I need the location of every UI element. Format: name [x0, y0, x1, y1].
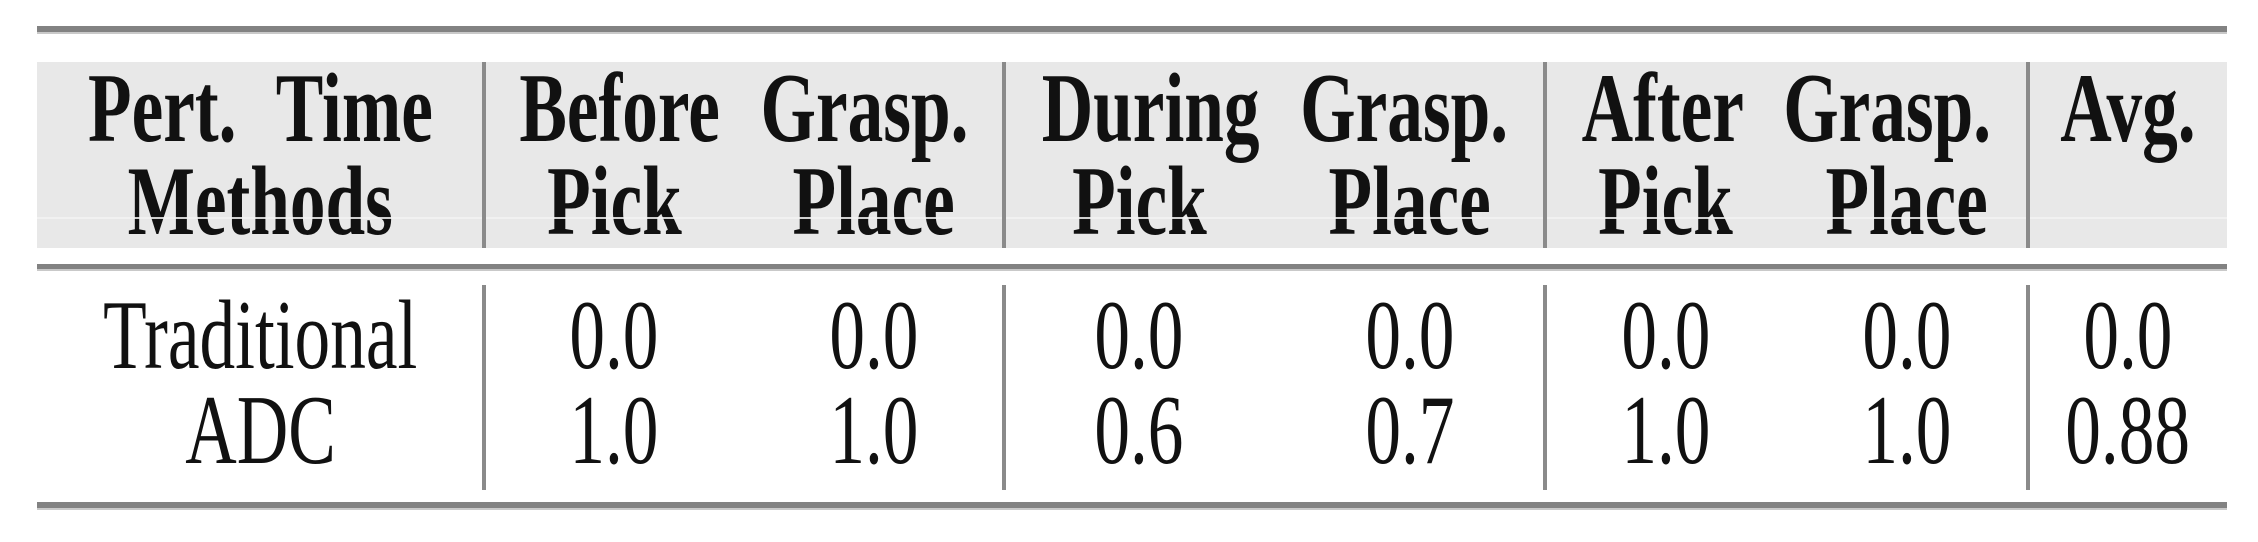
subheader-during-place-label: Place — [1328, 147, 1491, 256]
table-mid-rule — [37, 264, 2227, 271]
column-divider — [2026, 62, 2030, 248]
value-label: 1.0 — [1620, 376, 1711, 485]
value-cell: 0.0 — [1274, 281, 1545, 390]
header-avg-label: Avg. — [2059, 54, 2196, 163]
column-divider — [1543, 62, 1547, 248]
subheader-before-place-label: Place — [792, 147, 956, 256]
subheader-during-pick-label: Pick — [1071, 147, 1207, 256]
subheader-before-pick-label: Pick — [546, 147, 682, 256]
table-top-rule — [37, 26, 2227, 34]
value-cell: 0.6 — [1004, 376, 1274, 485]
header-avg: Avg. — [2028, 54, 2227, 163]
method-cell-traditional: Traditional — [37, 281, 484, 390]
value-cell: 0.0 — [1545, 281, 1786, 390]
group-header-after-grasp: After Grasp. — [1545, 54, 2028, 163]
value-label: 0.0 — [569, 281, 659, 390]
subheader-after-pick: Pick — [1545, 147, 1786, 256]
value-label: 0.0 — [1364, 281, 1455, 390]
group-header-before-grasp-label: Before Grasp. — [519, 54, 969, 163]
subheader-before-place: Place — [744, 147, 1004, 256]
group-header-during-grasp: During Grasp. — [1004, 54, 1545, 163]
value-cell: 1.0 — [744, 376, 1004, 485]
corner-header-methods: Methods — [37, 147, 484, 256]
subheader-after-place-label: Place — [1825, 147, 1989, 256]
corner-header-pert-time: Pert. Time — [37, 54, 484, 163]
subheader-before-pick: Pick — [484, 147, 744, 256]
column-divider — [2026, 285, 2030, 490]
subheader-after-place: Place — [1786, 147, 2028, 256]
table-header: Pert. Time Before Grasp. During Grasp. A… — [37, 54, 2227, 256]
group-header-after-grasp-label: After Grasp. — [1581, 54, 1992, 163]
value-label: 1.0 — [829, 376, 919, 485]
group-header-before-grasp: Before Grasp. — [484, 54, 1004, 163]
group-header-during-grasp-label: During Grasp. — [1041, 54, 1508, 163]
value-cell: 1.0 — [1545, 376, 1786, 485]
value-label: 0.7 — [1364, 376, 1455, 485]
value-cell: 0.0 — [484, 281, 744, 390]
value-label: 0.88 — [2065, 376, 2190, 485]
value-cell: 0.7 — [1274, 376, 1545, 485]
column-divider — [1543, 285, 1547, 490]
corner-header-methods-label: Methods — [127, 147, 394, 256]
corner-header-pert-time-label: Pert. Time — [88, 54, 433, 163]
subheader-avg-empty — [2028, 155, 2227, 248]
column-divider — [482, 285, 486, 490]
subheader-during-pick: Pick — [1004, 147, 1274, 256]
value-cell: 0.0 — [1004, 281, 1274, 390]
value-label: 0.0 — [1620, 281, 1711, 390]
method-label: Traditional — [103, 281, 418, 390]
value-label: 1.0 — [1862, 376, 1952, 485]
table-body: Traditional 0.0 0.0 0.0 0.0 0.0 0.0 0.0 … — [37, 281, 2227, 485]
value-label: 0.0 — [2082, 281, 2173, 390]
value-label: 0.0 — [1094, 281, 1184, 390]
value-label: 1.0 — [569, 376, 659, 485]
value-label: 0.0 — [1862, 281, 1952, 390]
value-cell: 0.0 — [1786, 281, 2028, 390]
value-cell: 1.0 — [484, 376, 744, 485]
table-bottom-rule — [37, 502, 2227, 510]
column-divider — [482, 62, 486, 248]
subheader-after-pick-label: Pick — [1598, 147, 1733, 256]
value-cell: 0.0 — [744, 281, 1004, 390]
column-divider — [1002, 62, 1006, 248]
method-label: ADC — [185, 376, 336, 485]
method-cell-adc: ADC — [37, 376, 484, 485]
value-cell-avg: 0.88 — [2028, 376, 2227, 485]
value-label: 0.0 — [829, 281, 919, 390]
subheader-during-place: Place — [1274, 147, 1545, 256]
header-row-seam — [37, 217, 2227, 219]
value-cell-avg: 0.0 — [2028, 281, 2227, 390]
value-label: 0.6 — [1094, 376, 1184, 485]
value-cell: 1.0 — [1786, 376, 2028, 485]
results-table: Pert. Time Before Grasp. During Grasp. A… — [37, 0, 2227, 542]
column-divider — [1002, 285, 1006, 490]
